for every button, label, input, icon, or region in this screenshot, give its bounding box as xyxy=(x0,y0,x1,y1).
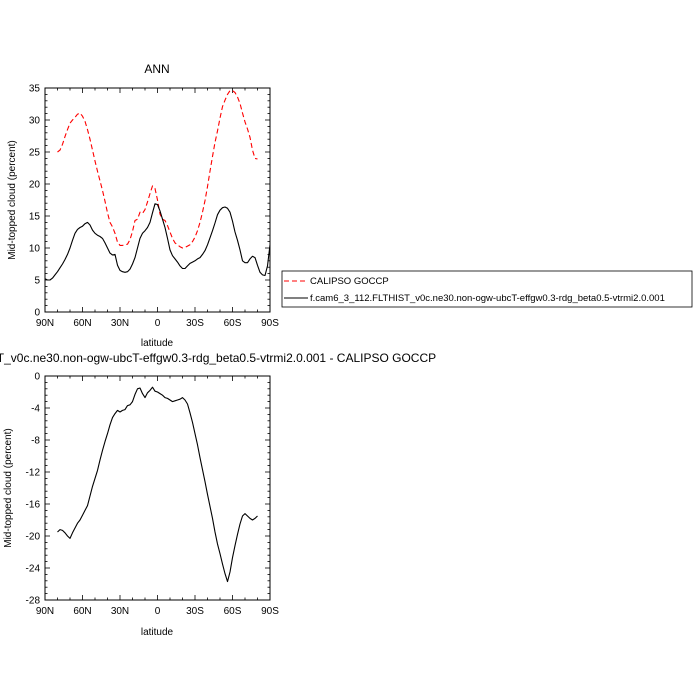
top-x-tick-label: 60N xyxy=(73,318,91,329)
top-tick-labels: 90N 60N 30N 0 30S 60S 90S 0 5 10 15 20 25 30 35 xyxy=(29,84,279,330)
top-y-tick-label: 25 xyxy=(29,148,41,159)
legend-label-calipso: CALIPSO GOCCP xyxy=(310,276,389,287)
top-y-axis-title: Mid-topped cloud (percent) xyxy=(7,140,18,260)
top-y-tick-label: 20 xyxy=(29,180,41,191)
top-y-tick-label: 30 xyxy=(29,116,41,127)
top-plot-frame xyxy=(44,87,271,313)
top-series-group xyxy=(44,90,271,281)
top-series-line-calipso xyxy=(57,90,258,249)
bottom-y-axis-title: Mid-topped cloud (percent) xyxy=(3,428,14,548)
bottom-plot-title: f.cam6_3_112.FLTHIST_v0c.ne30.non-ogw-ub… xyxy=(0,351,436,365)
top-plot-title: ANN xyxy=(144,62,169,76)
top-x-axis-title: latitude xyxy=(141,338,174,349)
top-x-tick-label: 90N xyxy=(36,318,54,329)
bottom-x-axis-title: latitude xyxy=(141,627,174,638)
top-y-tick-label: 5 xyxy=(34,276,40,287)
bottom-y-tick-label: -24 xyxy=(26,564,41,575)
bottom-y-tick-label: -28 xyxy=(26,596,41,607)
top-y-tick-label: 15 xyxy=(29,212,41,223)
bottom-series-group xyxy=(57,386,258,583)
bottom-tick-labels: 90N 60N 30N 0 30S 60S 90S 0 -4 -8 -12 -16 -20 -24 -28 xyxy=(26,372,280,618)
bottom-y-tick-label: 0 xyxy=(34,372,40,383)
top-y-tick-label: 10 xyxy=(29,244,41,255)
bottom-axis-ticks xyxy=(44,375,271,601)
bottom-x-tick-label: 0 xyxy=(155,606,161,617)
top-x-tick-label: 90S xyxy=(261,318,279,329)
bottom-y-tick-label: -16 xyxy=(26,500,41,511)
bottom-panel: f.cam6_3_112.FLTHIST_v0c.ne30.non-ogw-ub… xyxy=(0,351,436,638)
top-series-line-model xyxy=(44,203,271,281)
bottom-plot-frame xyxy=(44,375,271,601)
top-panel: ANN 90N 60N 30N 0 30S 60S 90S 0 5 10 15 20 25 30 35 la… xyxy=(7,62,279,349)
top-y-tick-label: 0 xyxy=(34,308,40,319)
bottom-x-tick-label: 30S xyxy=(186,606,204,617)
bottom-series-line-model xyxy=(57,386,258,583)
bottom-y-tick-label: -8 xyxy=(31,436,40,447)
legend-label-model: f.cam6_3_112.FLTHIST_v0c.ne30.non-ogw-ub… xyxy=(310,293,665,304)
legend-box xyxy=(281,270,693,308)
bottom-x-tick-label: 30N xyxy=(111,606,129,617)
bottom-x-tick-label: 60N xyxy=(73,606,91,617)
bottom-x-tick-label: 90S xyxy=(261,606,279,617)
legend: CALIPSO GOCCP f.cam6_3_112.FLTHIST_v0c.n… xyxy=(281,270,693,308)
bottom-x-tick-label: 60S xyxy=(224,606,242,617)
top-x-tick-label: 60S xyxy=(224,318,242,329)
bottom-y-tick-label: -12 xyxy=(26,468,41,479)
top-x-tick-label: 30S xyxy=(186,318,204,329)
bottom-y-tick-label: -4 xyxy=(31,404,40,415)
top-x-tick-label: 0 xyxy=(155,318,161,329)
bottom-x-tick-label: 90N xyxy=(36,606,54,617)
bottom-y-tick-label: -20 xyxy=(26,532,41,543)
top-x-tick-label: 30N xyxy=(111,318,129,329)
top-y-tick-label: 35 xyxy=(29,84,41,95)
